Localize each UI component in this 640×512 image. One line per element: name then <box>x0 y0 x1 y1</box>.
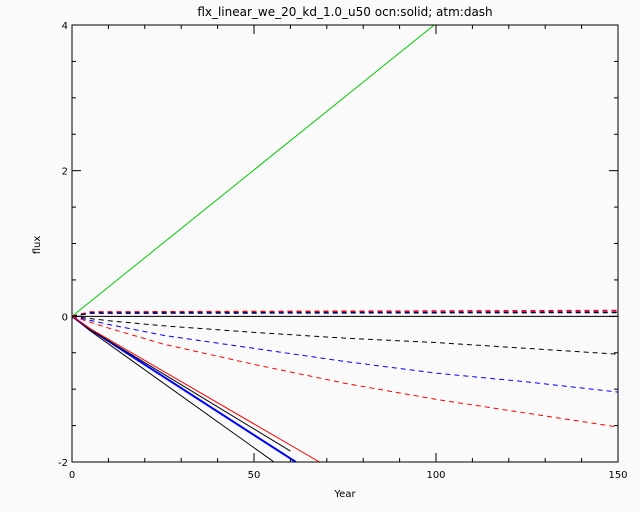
x-tick-label: 0 <box>69 470 75 481</box>
series-line-1-solid <box>72 25 435 317</box>
x-tick-label: 100 <box>426 470 445 481</box>
series-layer <box>72 25 618 462</box>
chart-title: flx_linear_we_20_kd_1.0_u50 ocn:solid; a… <box>197 5 492 19</box>
y-axis-title: flux <box>32 236 43 255</box>
series-line-12-dashed <box>72 315 618 428</box>
x-axis-title: Year <box>333 489 356 500</box>
plot-frame <box>71 24 619 463</box>
y-tick-label: 2 <box>62 167 68 178</box>
series-line-8-dashed <box>72 311 618 317</box>
x-tick-label: 150 <box>608 470 627 481</box>
series-line-9-dashed <box>72 312 618 317</box>
series-line-5-solid <box>72 315 291 452</box>
x-tick-label: 50 <box>248 470 261 481</box>
series-line-7-dashed <box>72 309 618 318</box>
series-line-6-solid <box>72 315 320 462</box>
y-tick-label: -2 <box>58 458 68 469</box>
y-tick-label: 0 <box>62 312 68 323</box>
series-line-11-dashed <box>72 315 618 393</box>
series-line-10-dashed <box>72 315 618 355</box>
y-tick-label: 4 <box>62 21 68 32</box>
